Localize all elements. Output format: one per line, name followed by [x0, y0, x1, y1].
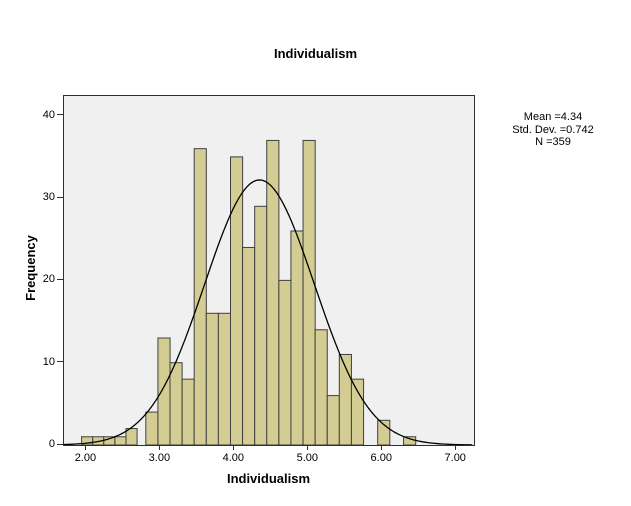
histogram-bar: [205, 312, 219, 445]
y-axis-label: Frequency: [23, 235, 38, 301]
y-tick-mark: [57, 361, 63, 363]
histogram-bar: [266, 139, 280, 445]
y-tick-label: 10: [42, 355, 55, 368]
x-tick-label: 7.00: [444, 452, 466, 464]
chart-title: Individualism: [273, 46, 358, 61]
histogram-bar: [302, 139, 316, 445]
histogram-bar: [157, 337, 171, 445]
histogram-bar: [278, 279, 292, 445]
histogram-bar: [314, 329, 328, 445]
histogram-bar: [290, 230, 304, 445]
x-tick-mark: [232, 445, 234, 450]
x-tick-mark: [84, 445, 86, 450]
x-tick-mark: [158, 445, 160, 450]
histogram-bar: [125, 428, 138, 445]
histogram-bar: [230, 156, 244, 445]
x-tick-mark: [380, 445, 382, 450]
histogram-bar: [403, 436, 417, 445]
x-axis-label: Individualism: [226, 471, 311, 486]
histogram-bar: [326, 395, 340, 445]
histogram-bar: [254, 205, 268, 445]
stats-box: Mean =4.34 Std. Dev. =0.742 N =359: [473, 111, 631, 149]
stats-line-mean: Mean =4.34: [523, 111, 583, 123]
y-tick-mark: [57, 114, 63, 116]
x-tick-mark: [306, 445, 308, 450]
normal-curve: [64, 179, 473, 445]
x-tick-label: 3.00: [148, 452, 171, 464]
y-tick-label: 40: [42, 108, 55, 121]
y-tick-label: 20: [42, 273, 55, 286]
histogram-bar: [350, 378, 365, 445]
y-tick-mark: [57, 278, 63, 280]
histogram-bar: [242, 246, 256, 445]
histogram-bar: [181, 378, 195, 445]
histogram-bar: [145, 411, 159, 445]
x-tick-label: 6.00: [370, 452, 392, 464]
x-tick-mark: [454, 445, 456, 450]
x-tick-label: 2.00: [74, 452, 97, 464]
histogram-bar: [169, 362, 183, 445]
stats-line-stddev: Std. Dev. =0.742: [512, 123, 594, 136]
y-tick-mark: [57, 196, 63, 198]
histogram-bar: [217, 312, 231, 445]
x-tick-label: 5.00: [296, 452, 319, 464]
plot-area: [63, 95, 475, 446]
stats-line-n: N =359: [535, 136, 571, 148]
y-tick-label: 30: [42, 191, 55, 204]
y-tick-label: 0: [48, 438, 55, 450]
x-tick-label: 4.00: [222, 452, 245, 464]
y-tick-mark: [57, 443, 63, 445]
histogram-svg: [64, 139, 473, 445]
histogram-bar: [114, 436, 127, 445]
